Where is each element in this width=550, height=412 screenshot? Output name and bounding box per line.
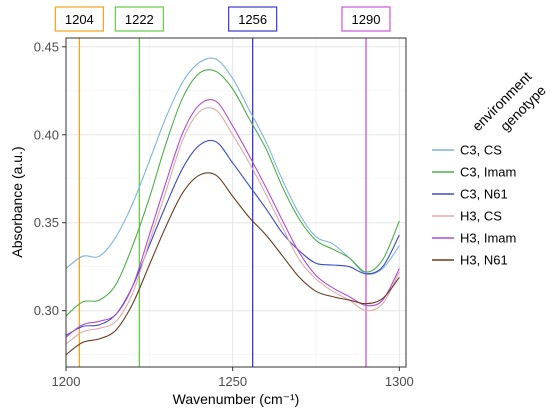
marker-label-1222: 1222 [125,12,154,27]
minor-gridlines [66,38,406,367]
legend-label-c3-n61: C3, N61 [460,187,508,202]
legend-label-h3-cs: H3, CS [460,209,502,224]
x-tick-label: 1250 [218,374,247,389]
marker-label-1290: 1290 [352,12,381,27]
x-tick-label: 1200 [52,374,81,389]
y-axis-title: Absorbance (a.u.) [9,146,25,257]
y-tick-label: 0.35 [34,215,59,230]
legend-label-h3-imam: H3, Imam [460,231,516,246]
series-lines [65,57,400,356]
plot-background [66,38,406,367]
marker-labels: 1204 1222 1256 1290 [54,6,391,32]
plot-border [65,37,407,368]
x-tick-label: 1300 [385,374,414,389]
marker-lines [78,38,367,367]
y-tick-label: 0.40 [34,127,59,142]
marker-box-1204 [54,6,104,32]
marker-box-1290 [341,6,391,32]
y-tick-label: 0.30 [34,303,59,318]
series-line-c3-cs [65,57,400,275]
marker-label-1256: 1256 [238,12,267,27]
series-line-h3-imam [65,98,400,338]
y-axis-ticks: 0.30 0.35 0.40 0.45 [34,39,66,318]
legend-label-h3-n61: H3, N61 [460,253,508,268]
y-tick-label: 0.45 [34,39,59,54]
x-axis-title: Wavenumber (cm⁻¹) [173,391,300,407]
x-axis-ticks: 1200 1250 1300 [52,367,414,389]
series-line-h3-cs [65,107,400,345]
series-line-c3-imam [65,69,400,317]
marker-label-1204: 1204 [65,12,94,27]
legend: C3, CS C3, Imam C3, N61 H3, CS H3, Imam H3, N… [432,143,516,268]
legend-label-c3-cs: C3, CS [460,143,502,158]
marker-box-1256 [228,6,278,32]
series-line-h3-n61 [65,172,400,356]
marker-box-1222 [114,6,164,32]
legend-label-c3-imam: C3, Imam [460,165,516,180]
